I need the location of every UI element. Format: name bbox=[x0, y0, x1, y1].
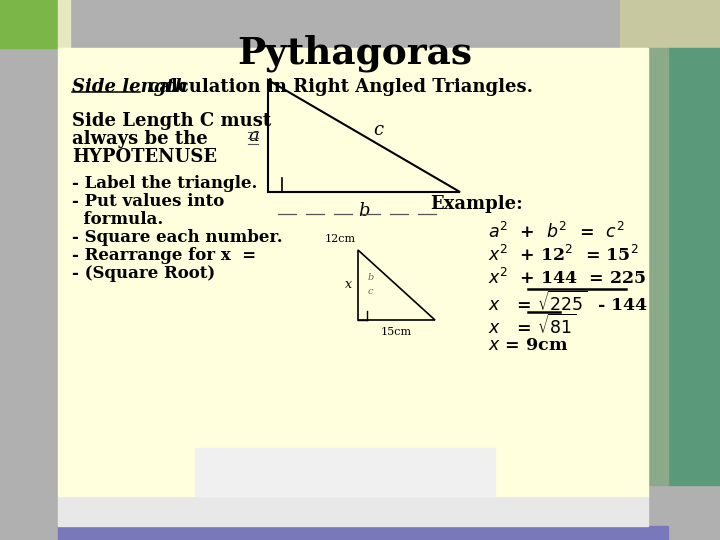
Text: b: b bbox=[359, 202, 370, 220]
Text: a: a bbox=[248, 127, 259, 145]
Text: c: c bbox=[368, 287, 374, 295]
Text: Example:: Example: bbox=[430, 195, 523, 213]
Text: - Put values into: - Put values into bbox=[72, 193, 224, 210]
Bar bbox=[668, 48, 720, 485]
Text: - (Square Root): - (Square Root) bbox=[72, 265, 215, 282]
Text: calculation in Right Angled Triangles.: calculation in Right Angled Triangles. bbox=[142, 78, 533, 96]
Bar bbox=[58, 48, 648, 496]
Text: b: b bbox=[368, 273, 374, 281]
Text: $x$ = 9cm: $x$ = 9cm bbox=[488, 337, 568, 354]
Text: formula.: formula. bbox=[72, 211, 163, 228]
Text: 15cm: 15cm bbox=[381, 327, 412, 337]
Text: - Label the triangle.: - Label the triangle. bbox=[72, 175, 257, 192]
Text: $x$   = $\sqrt{225}$  - 144: $x$ = $\sqrt{225}$ - 144 bbox=[488, 291, 648, 315]
Text: Pythagoras: Pythagoras bbox=[238, 35, 472, 72]
Text: $x^2$  + 144  = 225: $x^2$ + 144 = 225 bbox=[488, 268, 647, 288]
Text: 12cm: 12cm bbox=[325, 234, 356, 244]
Text: c: c bbox=[373, 121, 383, 139]
Text: Side Length C must: Side Length C must bbox=[72, 112, 271, 130]
Text: - Rearrange for x  =: - Rearrange for x = bbox=[72, 247, 256, 264]
Text: $x$   = $\sqrt{81}$: $x$ = $\sqrt{81}$ bbox=[488, 314, 576, 338]
Text: Side length: Side length bbox=[72, 78, 188, 96]
Text: x: x bbox=[344, 279, 351, 292]
Text: HYPOTENUSE: HYPOTENUSE bbox=[72, 148, 217, 166]
Text: - Square each number.: - Square each number. bbox=[72, 229, 283, 246]
Bar bbox=[58, 526, 668, 540]
Bar bbox=[0, 0, 58, 48]
Text: $x^2$  + 12$^2$  = 15$^2$: $x^2$ + 12$^2$ = 15$^2$ bbox=[488, 245, 639, 265]
Bar bbox=[195, 448, 495, 496]
Bar bbox=[620, 0, 720, 48]
Bar bbox=[58, 0, 70, 48]
Text: $a^2$  +  $b^2$  =  $c^2$: $a^2$ + $b^2$ = $c^2$ bbox=[488, 222, 625, 242]
Bar bbox=[648, 48, 668, 485]
Text: always be the: always be the bbox=[72, 130, 208, 148]
Bar bbox=[58, 496, 648, 526]
